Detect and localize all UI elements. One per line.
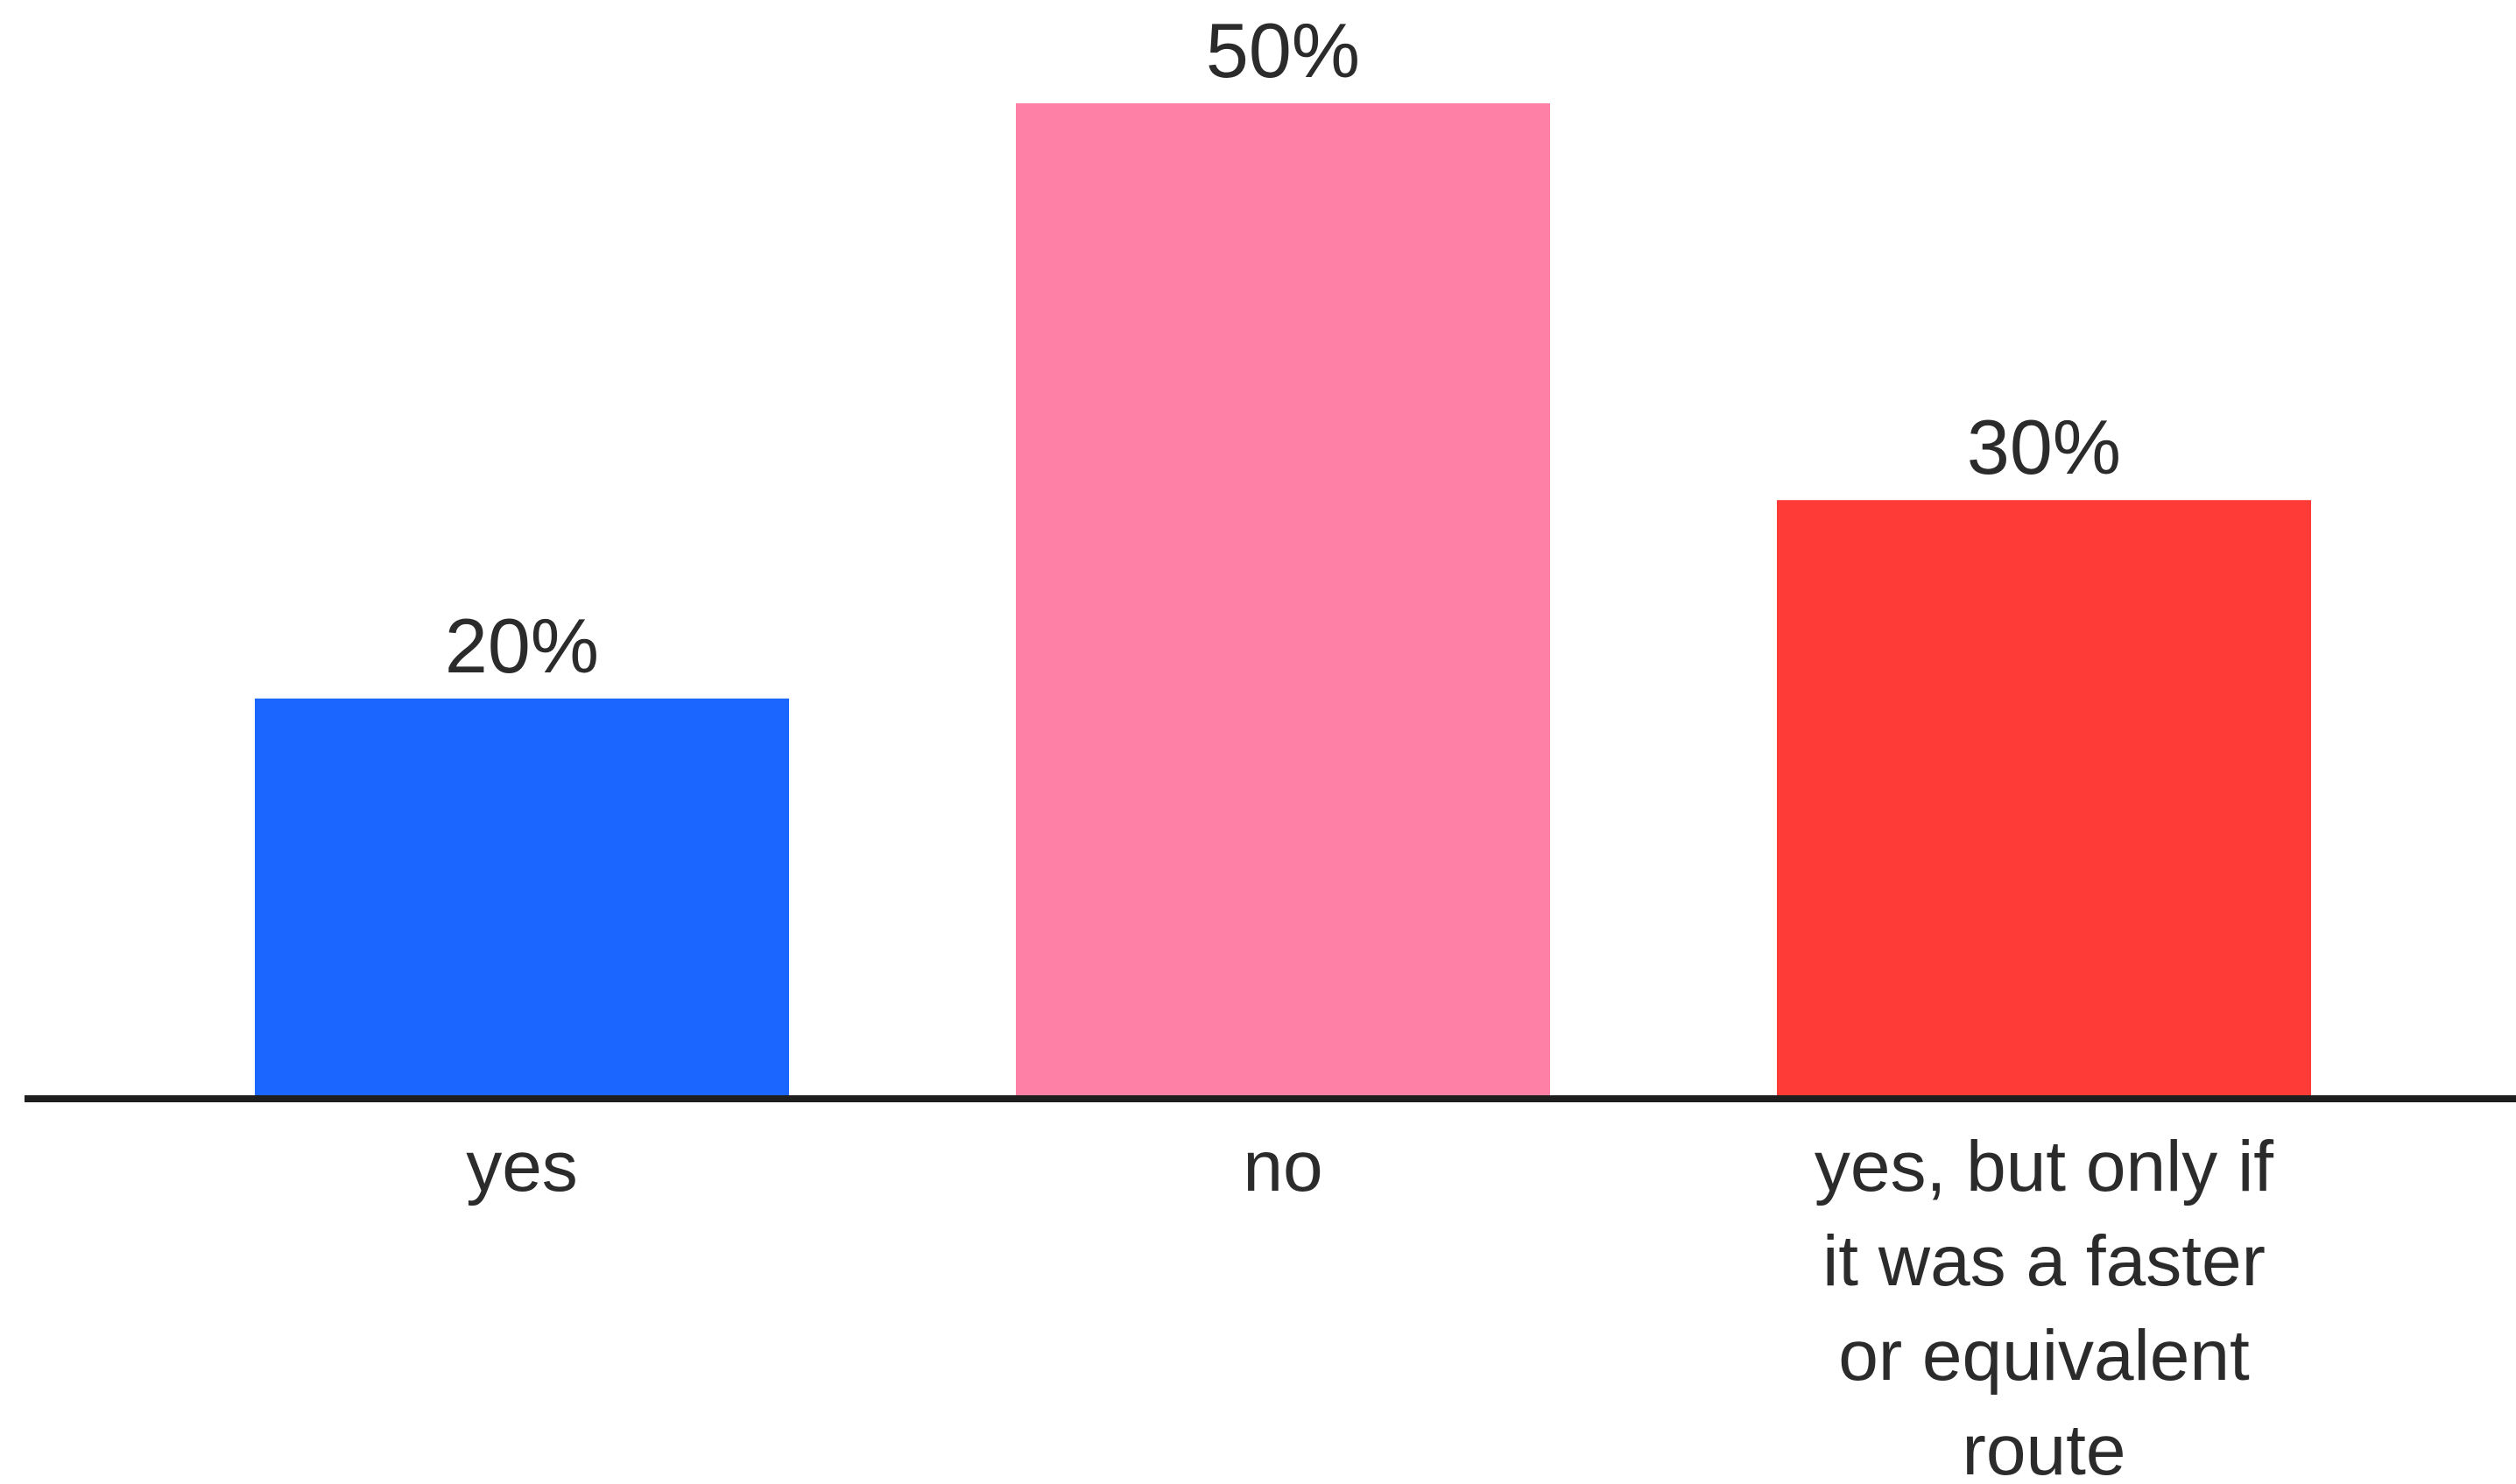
category-label-line: yes, but only if: [1815, 1127, 2273, 1206]
category-label-line: or equivalent: [1838, 1316, 2250, 1396]
category-label-line: no: [1243, 1127, 1322, 1206]
bar-3: [1777, 500, 2311, 1095]
bar-2: [1016, 103, 1550, 1095]
bar-1: [255, 698, 789, 1095]
category-label-line: it was a faster: [1822, 1221, 2266, 1301]
value-label-2: 50%: [1206, 7, 1360, 94]
category-labels-group: yes no yes, but only if it was a faster or e…: [466, 1127, 2273, 1484]
category-label-1: yes: [466, 1127, 578, 1206]
value-label-1: 20%: [445, 602, 599, 689]
category-label-line: route: [1963, 1410, 2126, 1484]
category-label-line: yes: [466, 1127, 578, 1206]
value-labels-group: 20% 50% 30%: [445, 7, 2121, 689]
value-label-3: 30%: [1967, 404, 2121, 490]
category-label-3: yes, but only if it was a faster or equiva…: [1815, 1127, 2273, 1484]
category-label-2: no: [1243, 1127, 1322, 1206]
bars-group: [255, 103, 2311, 1095]
